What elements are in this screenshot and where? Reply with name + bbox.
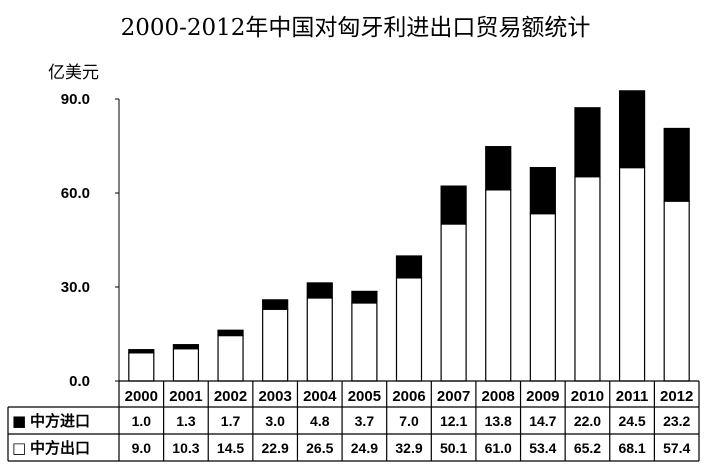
bar-import-2009	[529, 167, 556, 215]
data-label: 14.5	[217, 440, 244, 456]
x-tick-label: 2003	[258, 388, 291, 405]
y-axis-unit-label: 亿美元	[48, 63, 99, 83]
bar-import-2004	[306, 282, 333, 299]
data-label: 53.4	[529, 440, 556, 456]
bar-export-2010	[574, 176, 601, 382]
bar-export-2012	[663, 200, 690, 382]
x-tick-label: 2006	[392, 388, 425, 405]
x-tick-label: 2010	[571, 388, 604, 405]
x-tick-label: 2009	[526, 388, 559, 405]
x-tick-label: 2002	[214, 388, 247, 405]
data-label: 65.2	[574, 440, 601, 456]
data-label: 1.7	[221, 413, 241, 429]
data-label: 1.3	[176, 413, 196, 429]
x-tick-label: 2001	[169, 388, 202, 405]
bar-import-2005	[351, 290, 378, 304]
bar-export-2005	[351, 302, 378, 382]
bar-import-2010	[574, 107, 601, 178]
table-row-label: 中方进口	[30, 412, 90, 430]
bar-import-2001	[172, 344, 200, 350]
data-label: 57.4	[663, 440, 690, 456]
data-label: 22.9	[262, 440, 289, 456]
bar-import-2000	[128, 349, 155, 354]
chart-title: 2000-2012年中国对匈牙利进出口贸易额统计	[120, 15, 591, 41]
table-row-label: 中方出口	[30, 439, 90, 457]
data-label: 9.0	[132, 440, 152, 456]
data-label: 26.5	[306, 440, 333, 456]
bar-import-2003	[262, 299, 289, 310]
y-tick-label: 0.0	[69, 373, 90, 390]
bar-export-2009	[529, 213, 556, 382]
y-tick-label: 90.0	[61, 91, 90, 108]
data-label: 24.9	[351, 440, 378, 456]
data-label: 24.5	[618, 413, 645, 429]
bar-import-2012	[663, 127, 690, 202]
bar-export-2001	[172, 348, 200, 382]
data-label: 50.1	[440, 440, 467, 456]
x-tick-label: 2000	[125, 388, 158, 405]
bar-import-2006	[395, 255, 423, 279]
data-label: 12.1	[440, 413, 467, 429]
bar-export-2004	[306, 297, 333, 382]
table-row-marker: □	[12, 439, 26, 457]
bar-export-2006	[395, 277, 423, 382]
bar-export-2000	[128, 352, 155, 382]
bar-export-2003	[262, 308, 289, 382]
x-tick-label: 2004	[303, 388, 337, 405]
data-label: 4.8	[310, 413, 330, 429]
y-tick-label: 60.0	[61, 185, 90, 202]
x-tick-label: 2012	[660, 388, 693, 405]
bar-import-2002	[217, 329, 244, 337]
bar-export-2008	[485, 189, 512, 382]
data-label: 3.0	[265, 413, 285, 429]
bar-export-2011	[618, 167, 646, 382]
data-label: 13.8	[485, 413, 512, 429]
x-tick-label: 2011	[616, 388, 649, 405]
data-label: 14.7	[529, 413, 556, 429]
bar-export-2007	[440, 223, 467, 382]
bar-import-2011	[618, 90, 646, 169]
data-label: 61.0	[485, 440, 512, 456]
data-label: 23.2	[663, 413, 690, 429]
x-tick-label: 2005	[348, 388, 381, 405]
data-label: 1.0	[132, 413, 152, 429]
x-tick-label: 2008	[482, 388, 515, 405]
data-label: 3.7	[355, 413, 375, 429]
data-label: 22.0	[574, 413, 601, 429]
data-label: 68.1	[618, 440, 645, 456]
bar-import-2008	[485, 146, 512, 191]
x-tick-label: 2007	[437, 388, 470, 405]
data-label: 32.9	[395, 440, 422, 456]
table-row-marker: ■	[12, 412, 26, 430]
bar-export-2002	[217, 334, 244, 382]
data-label: 10.3	[172, 440, 199, 456]
data-label: 7.0	[399, 413, 419, 429]
y-tick-label: 30.0	[61, 279, 90, 296]
bar-import-2007	[440, 185, 467, 225]
